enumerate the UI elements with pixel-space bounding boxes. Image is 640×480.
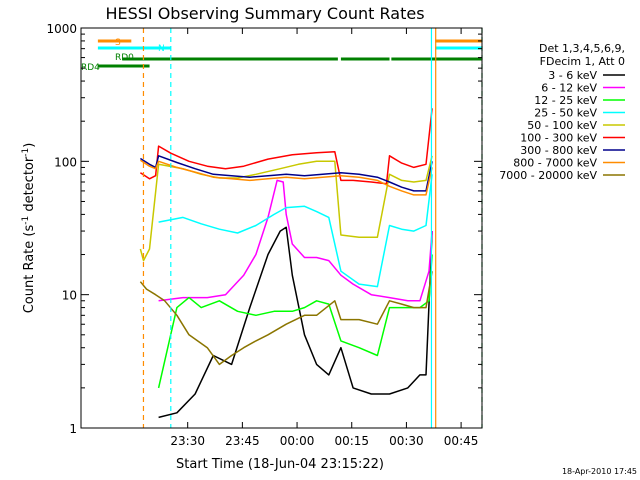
y-axis-label: Count Rate (s-1 detector-1) bbox=[21, 143, 37, 314]
y-axis-label-sup2: -1 bbox=[21, 148, 31, 157]
y-tick-label-0: 1 bbox=[69, 422, 77, 436]
footer-timestamp: 18-Apr-2010 17:45 bbox=[562, 467, 637, 476]
plot-frame bbox=[80, 27, 483, 429]
chart-title: HESSI Observing Summary Count Rates bbox=[105, 4, 424, 23]
legend-label-1: 6 - 12 keV bbox=[541, 82, 597, 95]
legend-label-8: 7000 - 20000 keV bbox=[499, 169, 597, 182]
legend-label-6: 300 - 800 keV bbox=[520, 144, 597, 157]
y-axis-label-sup1: -1 bbox=[21, 216, 31, 225]
x-axis-label: Start Time (18-Jun-04 23:15:22) bbox=[176, 457, 384, 472]
series-line-0 bbox=[158, 226, 433, 419]
legend-label-3: 25 - 50 keV bbox=[534, 107, 597, 120]
x-tick-label-4: 00:30 bbox=[389, 434, 424, 448]
series-line-6 bbox=[139, 155, 433, 192]
series-line-8 bbox=[139, 271, 433, 366]
legend-label-5: 100 - 300 keV bbox=[520, 132, 597, 145]
x-ticks: 23:30 23:45 00:00 00:15 00:30 00:45 bbox=[170, 28, 478, 448]
status-label-rd4: RD4 bbox=[81, 63, 100, 73]
series-line-4 bbox=[139, 155, 433, 262]
y-ticks: 1 10 100 1000 bbox=[46, 22, 482, 436]
x-tick-label-1: 23:45 bbox=[225, 434, 260, 448]
series-line-1 bbox=[158, 179, 433, 302]
series-line-7 bbox=[139, 159, 433, 196]
y-axis-label-main: Count Rate (s bbox=[22, 225, 37, 314]
legend: Det 1,3,4,5,6,9, FDecim 1, Att 0 3 - 6 k… bbox=[499, 42, 625, 182]
status-label-n: N bbox=[158, 44, 165, 54]
legend-label-7: 800 - 7000 keV bbox=[513, 157, 597, 170]
x-tick-label-2: 00:00 bbox=[280, 434, 315, 448]
status-bars: S N RD0 RD4 bbox=[81, 38, 482, 73]
x-tick-label-3: 00:15 bbox=[334, 434, 369, 448]
status-label-s: S bbox=[115, 38, 121, 48]
vertical-markers bbox=[142, 28, 483, 428]
legend-label-0: 3 - 6 keV bbox=[548, 69, 597, 82]
y-axis-label-end: ) bbox=[22, 143, 37, 148]
x-tick-label-0: 23:30 bbox=[170, 434, 205, 448]
status-label-rd0: RD0 bbox=[115, 53, 134, 63]
series-line-5 bbox=[139, 108, 433, 185]
y-tick-label-3: 1000 bbox=[46, 22, 77, 36]
series-line-2 bbox=[157, 254, 433, 389]
y-tick-label-2: 100 bbox=[54, 155, 77, 169]
series-line-3 bbox=[158, 174, 433, 288]
legend-header-line-1: Det 1,3,4,5,6,9, bbox=[539, 42, 625, 55]
legend-label-4: 50 - 100 keV bbox=[527, 119, 597, 132]
x-tick-label-5: 00:45 bbox=[444, 434, 479, 448]
legend-header-line-2: FDecim 1, Att 0 bbox=[540, 55, 625, 68]
series-lines bbox=[139, 108, 433, 419]
legend-label-2: 12 - 25 keV bbox=[534, 94, 597, 107]
y-axis-label-mid: detector bbox=[22, 156, 37, 216]
y-tick-label-1: 10 bbox=[62, 289, 77, 303]
